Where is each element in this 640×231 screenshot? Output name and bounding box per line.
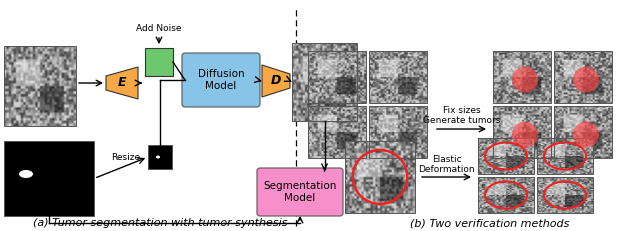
Bar: [4, 46, 76, 126]
Bar: [308, 106, 366, 158]
FancyBboxPatch shape: [257, 168, 343, 216]
Bar: [554, 51, 612, 103]
Bar: [478, 138, 534, 174]
Ellipse shape: [19, 170, 33, 178]
Bar: [4, 141, 94, 216]
Bar: [369, 51, 427, 103]
Bar: [369, 106, 427, 158]
Text: Elastic
Deformation: Elastic Deformation: [418, 155, 475, 174]
Ellipse shape: [512, 122, 538, 148]
Bar: [292, 43, 357, 121]
Text: (b) Two verification methods: (b) Two verification methods: [410, 218, 570, 228]
Ellipse shape: [512, 67, 538, 93]
Text: (a) Tumor segmentation with tumor synthesis: (a) Tumor segmentation with tumor synthe…: [33, 218, 287, 228]
Bar: [148, 145, 172, 169]
Text: Fix sizes
Generate tumors: Fix sizes Generate tumors: [423, 106, 500, 125]
Text: D: D: [271, 75, 281, 88]
Polygon shape: [106, 67, 138, 99]
Bar: [145, 48, 173, 76]
Text: Segmentation
Model: Segmentation Model: [263, 181, 337, 203]
Bar: [478, 177, 534, 213]
Text: Add Noise: Add Noise: [136, 24, 182, 33]
Bar: [345, 141, 415, 213]
Bar: [554, 106, 612, 158]
Ellipse shape: [156, 155, 160, 158]
Bar: [493, 51, 551, 103]
FancyBboxPatch shape: [182, 53, 260, 107]
Ellipse shape: [573, 122, 599, 148]
Text: Diffusion
Model: Diffusion Model: [198, 69, 244, 91]
Polygon shape: [262, 65, 290, 97]
Ellipse shape: [573, 67, 599, 93]
Bar: [493, 106, 551, 158]
Bar: [537, 138, 593, 174]
Bar: [308, 51, 366, 103]
Text: Resize: Resize: [111, 152, 140, 161]
Bar: [537, 177, 593, 213]
Text: E: E: [118, 76, 126, 89]
